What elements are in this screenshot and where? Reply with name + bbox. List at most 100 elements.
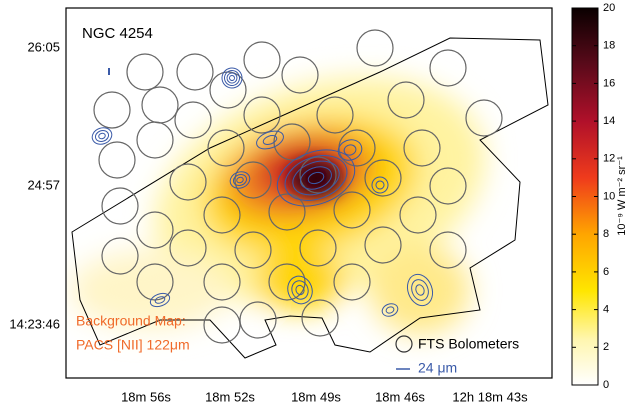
bolometer-circle (299, 156, 337, 194)
colorbar-tick-label: 14 (603, 115, 615, 127)
legend-background: Background Map: (76, 313, 186, 329)
bolometer-circle (203, 263, 241, 301)
contour (229, 171, 251, 189)
contour (292, 160, 340, 196)
bolometer-circle (301, 299, 339, 337)
bolometer-circle (333, 191, 371, 229)
map (70, 29, 549, 359)
x-tick-label: 18m 49s (291, 389, 341, 404)
colorbar-tick-label: 4 (603, 304, 609, 316)
bolometer-circle (403, 129, 441, 167)
contour (406, 273, 434, 307)
contour (375, 180, 385, 190)
contour (287, 275, 313, 305)
contour (256, 130, 284, 150)
contour (385, 306, 395, 314)
bolometer-circle (281, 56, 319, 94)
x-tick-label: 18m 56s (121, 389, 171, 404)
legend-contour: 24 μm (418, 360, 457, 376)
bolometer-circle (316, 96, 354, 134)
colorbar (571, 7, 599, 386)
bolometer-circle (356, 29, 394, 67)
contour (94, 129, 110, 143)
bolometer-circle (399, 196, 437, 234)
contour (236, 176, 244, 184)
x-tick-label: 18m 46s (375, 389, 425, 404)
bolometer-circle (169, 229, 207, 267)
contour (337, 139, 363, 161)
contour (229, 75, 235, 81)
y-tick-label: 24:57 (27, 177, 60, 192)
contour (343, 144, 357, 156)
legend-circle-icon (395, 335, 413, 353)
x-tick-label: 12h 18m 43s (452, 389, 528, 404)
bolometer-circle (101, 187, 139, 225)
x-tick-label: 18m 52s (205, 389, 255, 404)
bolometer-circle (98, 141, 136, 179)
colorbar-tick-label: 12 (603, 153, 615, 165)
contour (411, 279, 429, 301)
contour (295, 284, 305, 296)
contour (232, 173, 248, 187)
colorbar-tick-label: 8 (603, 228, 609, 240)
bolometer-circle (429, 49, 467, 87)
colorbar-tick-label: 20 (603, 2, 615, 14)
bolometer-circle (243, 41, 281, 79)
bolometer-circle (429, 231, 467, 269)
bolometer-circle (176, 53, 214, 91)
contour (415, 284, 425, 296)
contour (381, 303, 399, 317)
colorbar-tick-label: 6 (603, 266, 609, 278)
y-tick-label: 26:05 (27, 39, 60, 54)
contour (149, 292, 171, 308)
plot-frame (65, 7, 553, 379)
bolometer-circle (141, 86, 179, 124)
bolometer-circle (364, 159, 402, 197)
contour (98, 132, 106, 140)
colorbar-label: 10⁻⁹ W m⁻² sr⁻¹ (616, 156, 628, 236)
bolometer-circle (174, 101, 212, 139)
bolometer-circle (364, 226, 402, 264)
bolometer-circle (387, 81, 425, 119)
legend-background: PACS [NII] 122μm (76, 337, 190, 353)
colorbar-tick-label: 10 (603, 190, 615, 202)
contour (371, 176, 389, 194)
bolometer-circle (207, 129, 245, 167)
bolometer-circle (209, 71, 247, 109)
contour (284, 155, 348, 201)
bolometer-circle (299, 229, 337, 267)
contour (291, 280, 309, 300)
map-title: NGC 4254 (82, 25, 153, 42)
bolometer-circle (333, 263, 371, 301)
colorbar-tick-label: 16 (603, 77, 615, 89)
bolometer-circle (429, 167, 467, 205)
contour (276, 149, 356, 207)
contour (221, 67, 243, 89)
bolometer-circle (136, 121, 174, 159)
contour (224, 70, 240, 86)
bolometer-circle (243, 96, 281, 134)
bolometer-circle (136, 211, 174, 249)
bolometer-circle (169, 163, 207, 201)
contour (307, 171, 325, 185)
bolometer-circle (203, 306, 241, 344)
bolometer-circle (465, 99, 503, 137)
bolometer-circle (93, 91, 131, 129)
bolometer-circle (126, 53, 164, 91)
y-tick-label: 14:23:46 (9, 316, 60, 331)
contour (154, 296, 166, 304)
contour (300, 166, 332, 190)
colorbar-tick-label: 2 (603, 341, 609, 353)
bolometer-circle (268, 263, 306, 301)
legend-bolometers: FTS Bolometers (418, 336, 519, 352)
bolometer-circle (203, 196, 241, 234)
colorbar-tick-label: 0 (603, 379, 609, 391)
bolometer-circle (268, 193, 306, 231)
bolometer-circle (101, 237, 139, 275)
bolometer-circle (234, 231, 272, 269)
colorbar-tick-label: 18 (603, 40, 615, 52)
contour (262, 135, 278, 145)
contour (91, 127, 113, 145)
contour (226, 72, 238, 84)
